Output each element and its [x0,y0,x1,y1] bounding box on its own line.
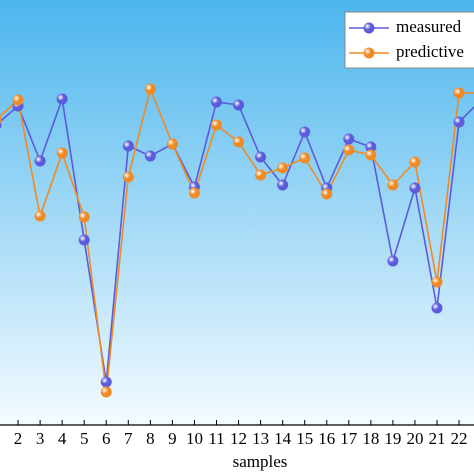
marker [166,138,178,150]
marker [277,162,289,174]
marker [211,119,222,131]
x-tick-label: 6 [102,429,111,448]
plot-background [0,0,474,425]
x-tick-label: 18 [362,429,379,448]
marker [365,141,377,153]
legend-box [344,11,474,69]
marker [188,187,200,199]
marker [144,150,156,162]
x-tick-label: 22 [451,429,468,448]
legend-marker [363,22,375,34]
marker [453,116,465,128]
x-tick-label: 21 [429,429,446,448]
marker [255,169,267,181]
legend-label: predictive [396,42,464,61]
marker [387,255,399,267]
legend-marker [363,47,375,59]
x-tick-label: 5 [80,429,89,448]
marker [78,234,90,246]
marker [321,188,333,200]
marker [343,133,355,145]
marker [431,276,443,288]
x-tick-label: 20 [406,429,423,448]
marker [56,93,68,105]
x-tick-label: 2 [14,429,23,448]
x-tick-label: 19 [384,429,401,448]
x-tick-label: 3 [36,429,45,448]
marker [34,155,46,167]
marker [56,147,68,159]
marker [431,302,443,314]
marker [233,136,245,148]
marker [387,179,399,191]
x-tick-label: 11 [208,429,224,448]
marker [211,96,222,108]
marker [453,87,465,99]
x-tick-label: 13 [252,429,269,448]
marker [144,83,156,95]
x-axis-label: samples [233,452,288,471]
marker [100,386,112,398]
marker [299,152,311,164]
x-tick-label: 16 [318,429,335,448]
x-tick-label: 8 [146,429,155,448]
marker [0,116,2,124]
x-tick-label: 9 [168,429,177,448]
marker [343,144,355,156]
x-tick-label: 17 [340,429,358,448]
marker [277,179,289,191]
x-tick-label: 10 [186,429,203,448]
marker [233,99,245,111]
legend-label: measured [396,17,462,36]
x-tick-label: 4 [58,429,67,448]
marker [122,171,134,183]
marker [255,151,267,163]
marker [34,210,46,222]
marker [122,140,134,152]
x-tick-label: 15 [296,429,313,448]
marker [365,149,377,161]
marker [409,156,421,168]
x-tick-label: 7 [124,429,133,448]
marker [12,94,24,106]
marker [409,182,421,194]
marker [78,211,90,223]
legend: measured predictive [344,11,474,69]
x-tick-label: 12 [230,429,247,448]
x-tick-label: 14 [274,429,292,448]
marker [299,126,311,138]
marker [100,376,112,388]
